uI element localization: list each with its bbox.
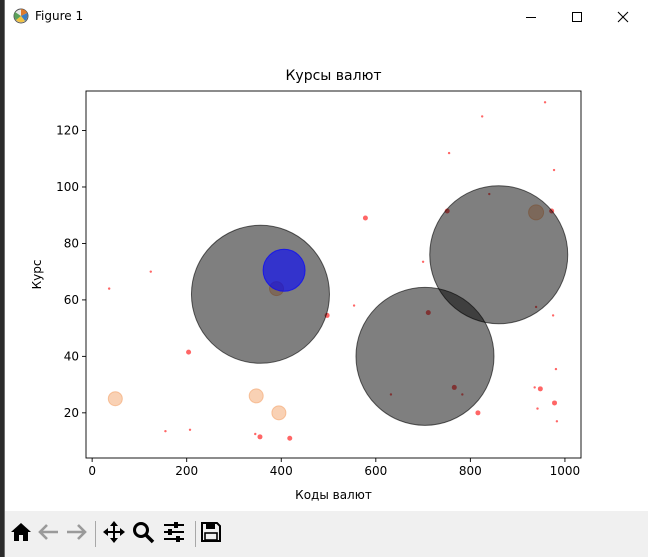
pan-icon (102, 520, 126, 548)
data-point (248, 388, 264, 404)
scatter-chart: 0 200 400 600 800 1000 20 40 60 80 100 120 Курсы ва… (5, 33, 648, 511)
data-point (262, 248, 306, 292)
maximize-button[interactable] (554, 0, 600, 33)
data-point (355, 286, 495, 426)
data-point (362, 215, 368, 221)
data-point (536, 407, 539, 410)
background-window-edge (0, 0, 5, 557)
x-tick-label: 1000 (550, 464, 581, 478)
title-bar: Figure 1 (5, 0, 648, 33)
data-point (475, 410, 481, 416)
data-point (555, 420, 559, 423)
back-button[interactable] (35, 520, 63, 548)
data-point (447, 151, 451, 155)
axes-frame (85, 90, 582, 459)
figure-canvas[interactable]: 0 200 400 600 800 1000 20 40 60 80 100 120 Курсы ва… (5, 33, 648, 511)
data-point (149, 270, 152, 273)
y-tick-label: 120 (56, 124, 79, 138)
home-button[interactable] (7, 520, 35, 548)
data-point (190, 224, 330, 364)
close-button[interactable] (600, 0, 646, 33)
data-point (421, 260, 425, 263)
figure-window: Figure 1 0 200 400 600 800 1000 20 40 60 80 100 120… (4, 0, 648, 557)
save-icon (199, 520, 223, 548)
close-icon (617, 11, 629, 23)
save-button[interactable] (197, 520, 225, 548)
minimize-button[interactable] (508, 0, 554, 33)
y-tick-label: 40 (64, 349, 79, 363)
data-point (352, 304, 356, 307)
data-point (164, 429, 167, 433)
data-point (480, 115, 484, 118)
data-point (188, 428, 192, 431)
zoom-button[interactable] (129, 520, 157, 548)
x-axis-label: Коды валют (295, 488, 372, 502)
y-tick-label: 80 (64, 236, 79, 250)
data-point (287, 435, 293, 441)
x-tick-label: 600 (364, 464, 387, 478)
data-point (107, 287, 111, 290)
toolbar-separator (195, 521, 196, 547)
maximize-icon (571, 11, 583, 23)
matplotlib-icon (12, 7, 30, 25)
y-tick-label: 20 (64, 406, 79, 420)
window-title: Figure 1 (35, 9, 84, 23)
ticks-layer: 0 200 400 600 800 1000 20 40 60 80 100 120 (56, 124, 580, 478)
data-point (271, 405, 287, 421)
data-point (543, 101, 547, 104)
y-tick-label: 60 (64, 293, 79, 307)
data-point (254, 432, 257, 436)
chart-title: Курсы валют (285, 68, 381, 84)
pan-button[interactable] (100, 520, 128, 548)
y-axis-label: Курс (30, 260, 44, 290)
x-tick-label: 0 (88, 464, 96, 478)
navigation-toolbar (5, 511, 648, 557)
data-point (186, 349, 192, 355)
data-point (552, 168, 556, 172)
minimize-icon (525, 11, 537, 23)
configure-subplots-button[interactable] (160, 520, 188, 548)
data-point (551, 314, 555, 317)
toolbar-separator (95, 521, 96, 547)
data-point (107, 391, 123, 407)
points-layer (107, 101, 569, 441)
forward-button[interactable] (62, 520, 90, 548)
zoom-icon (131, 520, 155, 548)
data-point (537, 386, 543, 392)
x-tick-label: 400 (270, 464, 293, 478)
data-point (533, 386, 536, 389)
data-point (554, 367, 558, 371)
data-point (257, 434, 263, 440)
data-point (552, 400, 558, 406)
forward-icon (64, 520, 88, 548)
data-point (429, 185, 569, 325)
x-tick-label: 200 (175, 464, 198, 478)
y-tick-label: 100 (56, 180, 79, 194)
home-icon (9, 520, 33, 548)
x-tick-label: 800 (459, 464, 482, 478)
back-icon (37, 520, 61, 548)
configure-subplots-icon (162, 520, 186, 548)
